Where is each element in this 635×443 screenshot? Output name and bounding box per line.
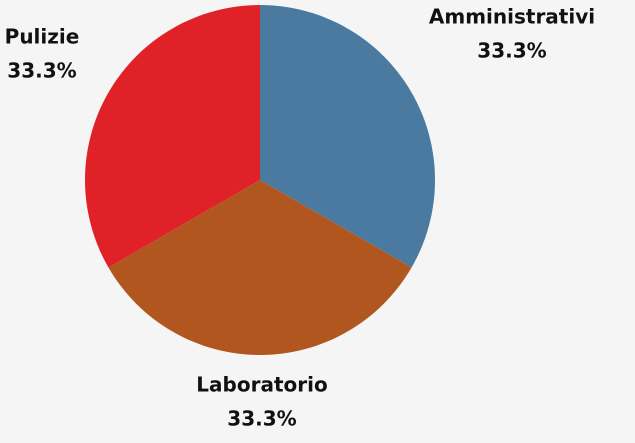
slice-value-label: 33.3% [227, 407, 296, 431]
slice-value-label: 33.3% [7, 59, 76, 83]
slice-label: Amministrativi [429, 5, 595, 29]
slice-value-label: 33.3% [477, 39, 546, 63]
slice-label: Laboratorio [196, 373, 327, 397]
pie-slice [260, 5, 435, 268]
slice-label: Pulizie [5, 25, 80, 49]
pie-slice [85, 5, 260, 268]
